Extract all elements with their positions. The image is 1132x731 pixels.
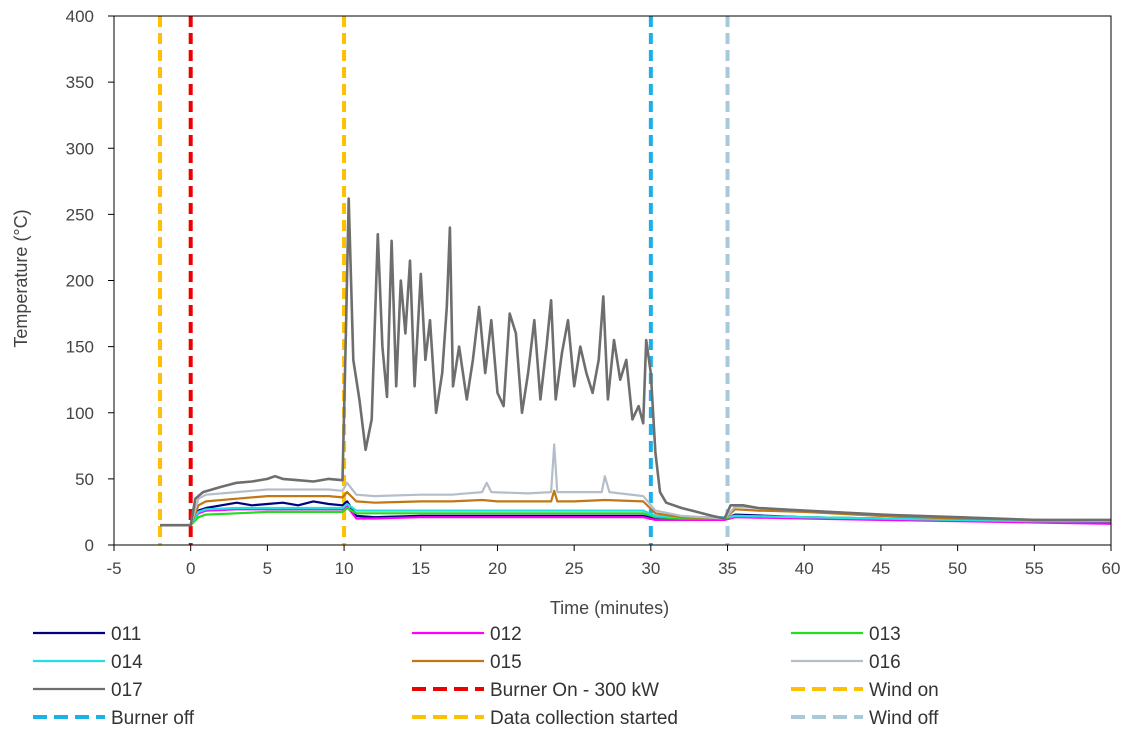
y-tick-label: 100 xyxy=(66,404,94,423)
legend-item-017: 017 xyxy=(33,680,143,701)
legend-item-013: 013 xyxy=(791,624,901,645)
y-tick-label: 300 xyxy=(66,139,94,158)
x-tick-label: 5 xyxy=(263,559,272,578)
legend-label: 017 xyxy=(111,680,143,701)
x-tick-label: 10 xyxy=(335,559,354,578)
y-tick-label: 350 xyxy=(66,73,94,92)
legend-label: Burner off xyxy=(111,708,195,729)
x-tick-label: 20 xyxy=(488,559,507,578)
plot-frame xyxy=(113,15,1112,546)
series-line-012 xyxy=(160,505,1112,527)
legend-label: 016 xyxy=(869,652,901,673)
legend-item-011: 011 xyxy=(33,624,141,645)
x-tick-label: 55 xyxy=(1025,559,1044,578)
x-tick-label: 35 xyxy=(718,559,737,578)
legend-item-016: 016 xyxy=(791,652,901,673)
x-tick-label: 40 xyxy=(795,559,814,578)
series-line-015 xyxy=(160,489,1112,527)
legend-label: 014 xyxy=(111,652,143,673)
legend-label: Data collection started xyxy=(490,708,678,729)
y-tick-label: 200 xyxy=(66,272,94,291)
x-tick-label: 25 xyxy=(565,559,584,578)
x-tick-label: 30 xyxy=(641,559,660,578)
legend-label: 011 xyxy=(111,624,141,645)
y-tick-label: 50 xyxy=(75,470,94,489)
legend-item-wind-off: Wind off xyxy=(791,708,939,729)
legend-item-014: 014 xyxy=(33,652,143,673)
legend-label: Burner On - 300 kW xyxy=(490,680,659,701)
y-tick-label: 400 xyxy=(66,7,94,26)
y-tick-label: 0 xyxy=(85,536,94,555)
vertical-markers xyxy=(158,16,730,545)
axes: -5 0 5 10 15 20 25 30 35 40 45 50 55 60 0 50 100 150 200 25… xyxy=(11,7,1120,618)
series-line-014 xyxy=(160,502,1111,527)
x-tick-label: 60 xyxy=(1102,559,1121,578)
y-axis-title: Temperature (°C) xyxy=(11,209,31,347)
legend-item-012: 012 xyxy=(412,624,522,645)
legend-label: 013 xyxy=(869,624,901,645)
x-tick-label: 50 xyxy=(948,559,967,578)
legend-item-burner-off: Burner off xyxy=(33,708,195,729)
y-tick-label: 150 xyxy=(66,338,94,357)
legend-item-015: 015 xyxy=(412,652,522,673)
x-tick-label: 45 xyxy=(871,559,890,578)
series-line-016 xyxy=(160,443,1112,527)
series-line-017 xyxy=(160,197,1111,527)
series-lines xyxy=(160,197,1112,527)
y-tick-label: 250 xyxy=(66,205,94,224)
x-tick-label: 15 xyxy=(411,559,430,578)
x-tick-label: 0 xyxy=(186,559,195,578)
x-axis-title: Time (minutes) xyxy=(550,598,669,618)
legend-item-data-collection-started: Data collection started xyxy=(412,708,678,729)
legend-label: 012 xyxy=(490,624,522,645)
legend-item-burner-on-300-kw: Burner On - 300 kW xyxy=(412,680,659,701)
legend-label: Wind off xyxy=(869,708,939,729)
legend-label: 015 xyxy=(490,652,522,673)
legend-item-wind-on: Wind on xyxy=(791,680,939,701)
legend-label: Wind on xyxy=(869,680,939,701)
x-tick-label: -5 xyxy=(106,559,121,578)
legend: 011 012 013 014 015 016 017 Burner On - 300 kW W… xyxy=(33,624,939,729)
